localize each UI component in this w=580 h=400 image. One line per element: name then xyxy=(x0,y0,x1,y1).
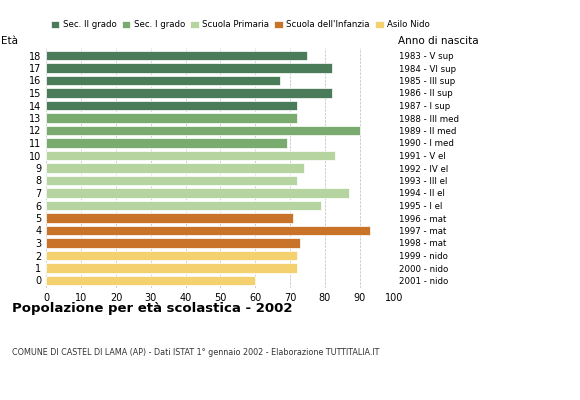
Bar xyxy=(46,251,297,260)
Bar xyxy=(46,151,335,160)
Legend: Sec. II grado, Sec. I grado, Scuola Primaria, Scuola dell'Infanzia, Asilo Nido: Sec. II grado, Sec. I grado, Scuola Prim… xyxy=(50,20,430,29)
Bar xyxy=(46,263,297,273)
Bar xyxy=(46,63,332,73)
Text: COMUNE DI CASTEL DI LAMA (AP) - Dati ISTAT 1° gennaio 2002 - Elaborazione TUTTIT: COMUNE DI CASTEL DI LAMA (AP) - Dati IST… xyxy=(12,348,379,357)
Bar xyxy=(46,226,370,235)
Bar xyxy=(46,201,321,210)
Bar xyxy=(46,76,280,85)
Bar xyxy=(46,51,307,60)
Bar xyxy=(46,163,304,173)
Bar xyxy=(46,213,293,223)
Bar xyxy=(46,276,255,285)
Bar xyxy=(46,101,297,110)
Bar xyxy=(46,88,332,98)
Bar xyxy=(46,176,297,185)
Text: Popolazione per età scolastica - 2002: Popolazione per età scolastica - 2002 xyxy=(12,302,292,315)
Bar xyxy=(46,188,349,198)
Bar xyxy=(46,238,300,248)
Bar xyxy=(46,113,297,123)
Text: Età: Età xyxy=(1,36,18,46)
Bar xyxy=(46,138,287,148)
Bar xyxy=(46,126,360,135)
Text: Anno di nascita: Anno di nascita xyxy=(398,36,478,46)
